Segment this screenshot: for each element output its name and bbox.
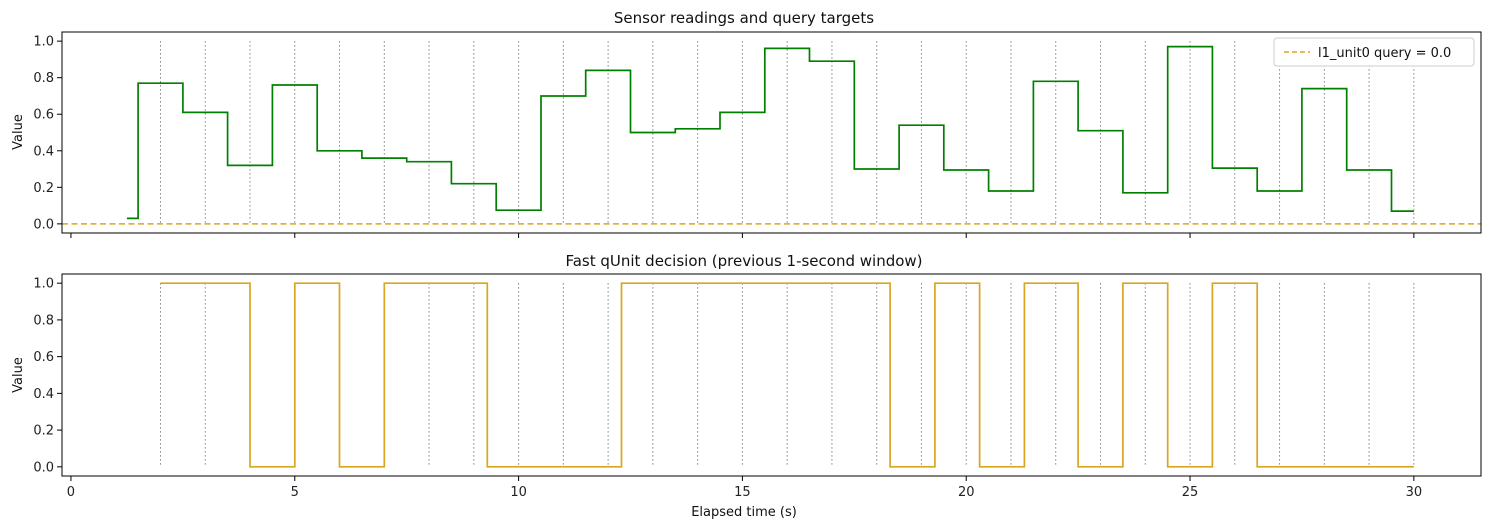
x-axis-label: Elapsed time (s) — [691, 505, 797, 520]
x-tick-label: 5 — [291, 485, 299, 500]
y-axis-label-decision: Value — [11, 357, 26, 393]
window-markers-sensor — [159, 41, 1415, 224]
x-tick-label: 30 — [1406, 485, 1423, 500]
qunit-decision-panel: Fast qUnit decision (previous 1-second w… — [11, 252, 1482, 500]
legend: l1_unit0 query = 0.0 — [1273, 37, 1475, 67]
x-tick-label: 15 — [734, 485, 751, 500]
x-tick-label: 25 — [1182, 485, 1199, 500]
y-tick-label: 0.0 — [33, 460, 54, 475]
y-ticks-sensor: 0.0 0.2 0.4 0.6 0.8 1.0 — [33, 35, 62, 232]
y-tick-label: 0.8 — [33, 71, 54, 86]
sensor-readings-panel: Sensor readings and query targets Value … — [11, 9, 1482, 238]
chart-title-sensor: Sensor readings and query targets — [614, 9, 874, 27]
plot-frame-decision — [61, 273, 1482, 477]
y-tick-label: 0.4 — [33, 387, 54, 402]
y-tick-label: 0.6 — [33, 350, 54, 365]
y-tick-label: 1.0 — [33, 277, 54, 292]
y-tick-label: 0.8 — [33, 313, 54, 328]
y-tick-label: 0.6 — [33, 108, 54, 123]
legend-label-query: l1_unit0 query = 0.0 — [1318, 46, 1451, 61]
x-tick-label: 0 — [67, 485, 75, 500]
x-ticks-decision: 0 5 10 15 20 25 30 — [67, 476, 1422, 500]
x-ticks-sensor — [70, 233, 1415, 238]
y-ticks-decision: 0.0 0.2 0.4 0.6 0.8 1.0 — [33, 277, 62, 475]
y-axis-label-sensor: Value — [11, 114, 26, 150]
window-markers-decision — [159, 283, 1415, 467]
legend-box — [1273, 37, 1475, 67]
chart-title-decision: Fast qUnit decision (previous 1-second w… — [565, 252, 922, 270]
y-tick-label: 0.4 — [33, 144, 54, 159]
x-tick-label: 20 — [958, 485, 975, 500]
y-tick-label: 0.2 — [33, 424, 54, 439]
series-line — [160, 282, 1414, 468]
decision-series — [160, 282, 1414, 468]
plot-frame-sensor — [61, 31, 1482, 234]
y-tick-label: 0.0 — [33, 217, 54, 232]
y-tick-label: 0.2 — [33, 181, 54, 196]
x-tick-label: 10 — [510, 485, 527, 500]
sensor-series — [126, 45, 1414, 220]
series-line — [126, 45, 1414, 220]
y-tick-label: 1.0 — [33, 35, 54, 50]
